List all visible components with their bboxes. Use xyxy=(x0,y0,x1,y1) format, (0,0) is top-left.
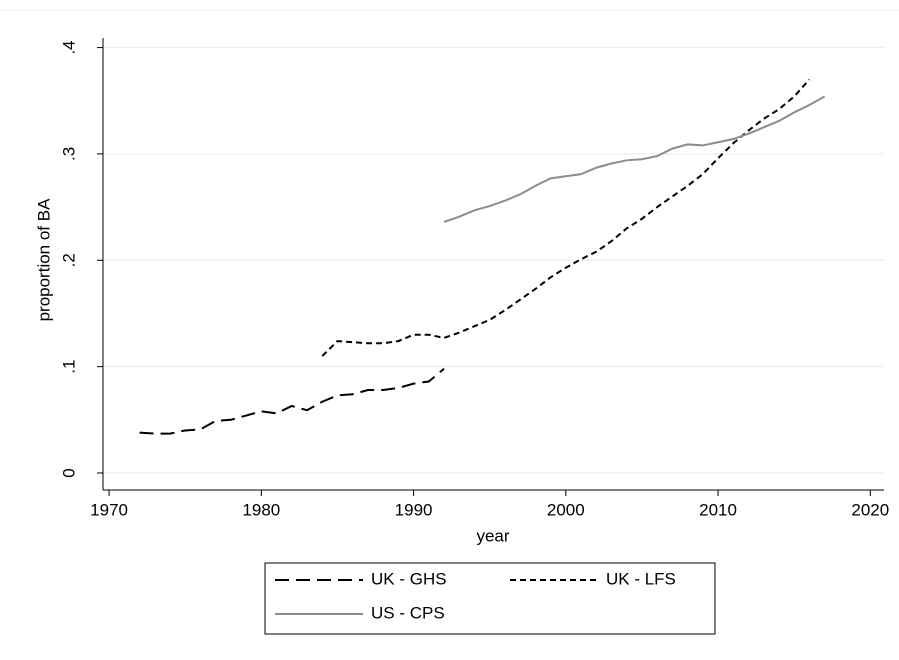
x-tick-label: 2010 xyxy=(699,500,737,519)
y-tick-label: .2 xyxy=(59,253,78,267)
legend-label: US - CPS xyxy=(371,603,445,622)
x-axis-title: year xyxy=(476,526,509,545)
y-tick-label: .1 xyxy=(59,360,78,374)
x-tick-label: 1980 xyxy=(242,500,280,519)
x-tick-label: 1970 xyxy=(90,500,128,519)
legend-label: UK - GHS xyxy=(371,569,447,588)
x-tick-label: 2020 xyxy=(851,500,889,519)
legend-label: UK - LFS xyxy=(606,569,676,588)
x-tick-label: 1990 xyxy=(395,500,433,519)
x-tick-label: 2000 xyxy=(547,500,585,519)
y-tick-label: .3 xyxy=(59,147,78,161)
y-tick-label: .4 xyxy=(59,40,78,54)
y-tick-label: 0 xyxy=(59,468,78,477)
y-axis-title: proportion of BA xyxy=(34,198,53,322)
